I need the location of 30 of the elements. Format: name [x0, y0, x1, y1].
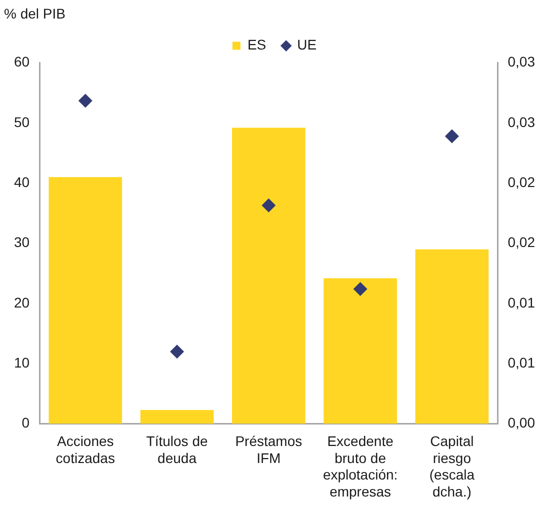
x-tick-label: Acciones cotizadas [56, 433, 115, 466]
x-tick-label: Excedente bruto de explotación: empresas [322, 433, 398, 500]
bar [140, 410, 214, 424]
y-tick-label: 60 [14, 54, 30, 70]
point [353, 282, 368, 296]
point [170, 344, 184, 359]
y2-tick-label: 0,02 [508, 174, 536, 190]
y2-tick-label: 0,02 [508, 234, 536, 250]
legend-label: UE [297, 36, 317, 53]
point [262, 198, 276, 212]
x-tick-label: Préstamos IFM [235, 433, 302, 466]
bar [324, 278, 397, 424]
bar [48, 177, 122, 424]
x-tick-label: Títulos de deuda [146, 433, 208, 466]
y-tick-label: 10 [14, 354, 30, 370]
y-tick-label: 40 [14, 174, 30, 190]
point [78, 94, 92, 108]
legend-label: ES [247, 36, 266, 53]
y-tick-label: 20 [14, 294, 30, 310]
y2-tick-label: 0,01 [508, 354, 536, 370]
y-tick-label: 30 [14, 234, 30, 250]
x-tick-label: Capital riesgo (escala dcha.) [429, 433, 475, 500]
y2-tick-label: 0,03 [508, 114, 536, 130]
y-tick-label: 50 [14, 114, 30, 130]
y2-tick-label: 0,00 [508, 414, 536, 431]
y2-tick-label: 0,03 [508, 54, 536, 70]
y-tick-label: 0 [22, 414, 30, 431]
bar [232, 128, 306, 424]
y-axis-title: % del PIB [4, 5, 66, 22]
y2-tick-label: 0,01 [508, 294, 536, 310]
